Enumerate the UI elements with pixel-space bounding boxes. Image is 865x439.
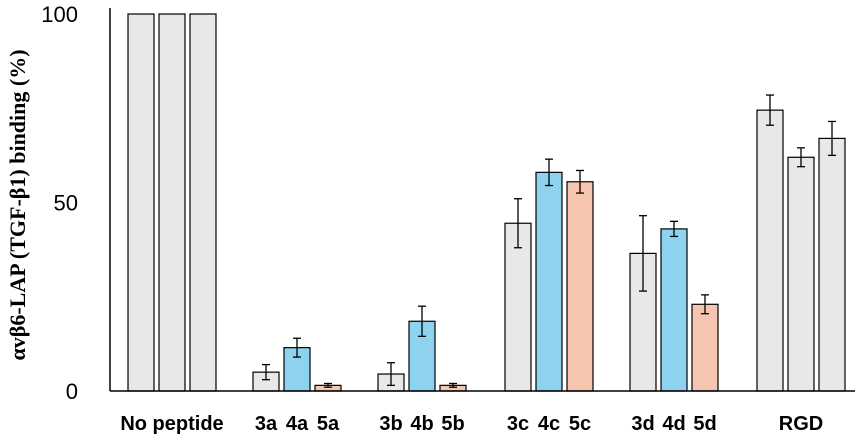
bar-g5-b1: [787, 156, 815, 392]
category-label-no-peptide: No peptide: [120, 413, 223, 435]
category-label-5d: 5d: [693, 413, 716, 435]
bars-layer: [127, 13, 846, 392]
category-label-5b: 5b: [441, 413, 464, 435]
bar-g0-b0: [127, 13, 155, 392]
error-bar-g4-b1: [670, 220, 678, 238]
error-bar-g4-b2: [701, 294, 709, 315]
bar-g3-b1: [535, 171, 563, 392]
category-label-4d: 4d: [662, 413, 685, 435]
error-bar-g2-b0: [387, 362, 395, 386]
bar-g4-b1: [660, 228, 688, 392]
error-bar-g5-b2: [828, 120, 836, 157]
category-label-4c: 4c: [538, 413, 560, 435]
error-bar-g3-b0: [514, 198, 522, 249]
error-bars-layer: [262, 94, 836, 388]
y-tick-labels: 0 50 100: [41, 2, 78, 404]
bar-g5-b0: [756, 109, 784, 392]
category-label-5c: 5c: [569, 413, 591, 435]
category-label-5a: 5a: [317, 413, 340, 435]
error-bar-g2-b1: [418, 305, 426, 337]
bar-g4-b2: [691, 303, 719, 392]
axes-layer: [109, 8, 855, 392]
bar-g0-b1: [158, 13, 186, 392]
bar-g3-b0: [504, 222, 532, 392]
bar-g5-b2: [818, 137, 846, 392]
category-label-rgd: RGD: [779, 413, 823, 435]
y-tick-label-100: 100: [41, 2, 78, 27]
category-label-4a: 4a: [286, 413, 309, 435]
y-tick-label-50: 50: [54, 191, 78, 216]
category-label-3c: 3c: [507, 413, 529, 435]
error-bar-g4-b0: [639, 215, 647, 292]
error-bar-g5-b0: [766, 94, 774, 126]
category-label-3d: 3d: [631, 413, 654, 435]
category-labels: No peptide 3a 4a 5a 3b 4b 5b 3c 4c 5c 3d 4d 5d RGD: [120, 413, 823, 435]
bar-g3-b2: [566, 181, 594, 392]
y-axis-label-group: αvβ6-LAP (TGF-β1) binding (%): [5, 49, 30, 360]
error-bar-g3-b2: [576, 169, 584, 194]
error-bar-g3-b1: [545, 158, 553, 187]
category-label-3a: 3a: [255, 413, 278, 435]
category-label-3b: 3b: [379, 413, 402, 435]
error-bar-g2-b2: [449, 382, 457, 388]
y-tick-label-0: 0: [66, 379, 78, 404]
error-bar-g5-b1: [797, 147, 805, 168]
bar-g0-b2: [189, 13, 217, 392]
category-label-4b: 4b: [410, 413, 433, 435]
y-axis-label: αvβ6-LAP (TGF-β1) binding (%): [5, 49, 30, 360]
error-bar-g1-b1: [293, 337, 301, 358]
error-bar-g1-b2: [324, 382, 332, 388]
error-bar-g1-b0: [262, 363, 270, 381]
